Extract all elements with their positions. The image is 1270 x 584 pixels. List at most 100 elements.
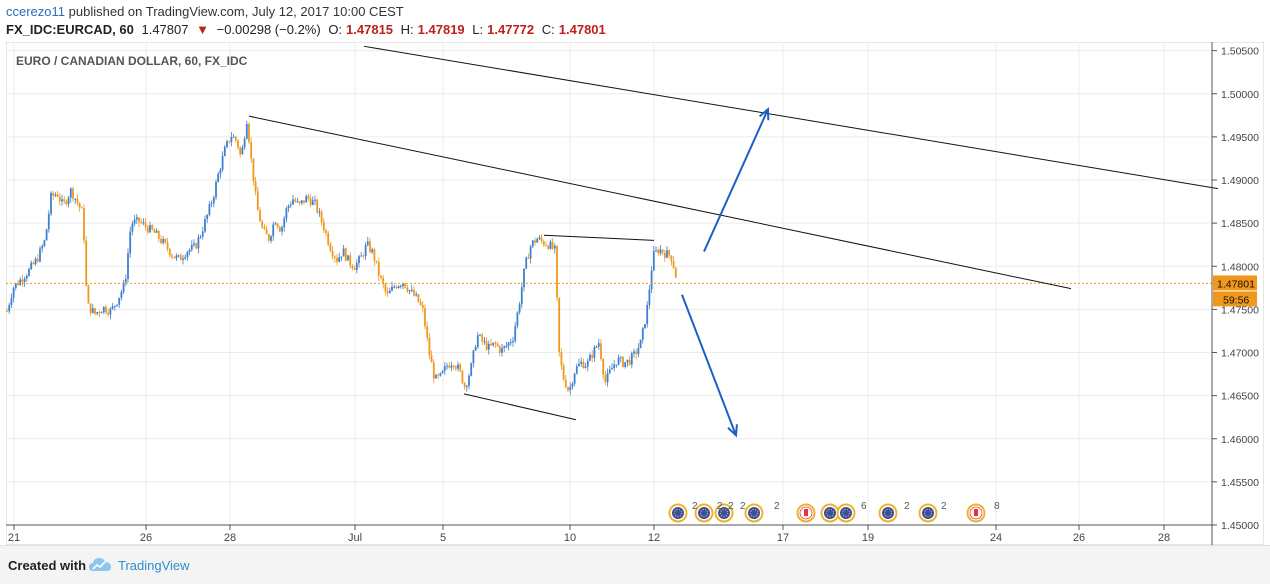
candle-down xyxy=(276,222,279,229)
candle-up xyxy=(410,284,413,293)
candle-up xyxy=(626,359,629,367)
y-tick-label: 1.45000 xyxy=(1221,520,1259,532)
y-tick-label: 1.48500 xyxy=(1221,218,1259,230)
candle-up xyxy=(283,215,286,232)
candle-body xyxy=(417,294,420,303)
ca-event-icon[interactable] xyxy=(796,503,816,523)
candle-body xyxy=(373,249,376,261)
candle-body xyxy=(551,241,554,249)
candle-body xyxy=(283,218,286,228)
candle-down xyxy=(380,274,382,280)
eu-event-icon[interactable] xyxy=(694,503,714,523)
eu-event-icon[interactable] xyxy=(668,503,688,523)
eu-event-icon[interactable] xyxy=(744,503,764,523)
eu-event-icon[interactable] xyxy=(836,503,856,523)
candle-body xyxy=(259,210,261,222)
x-tick-label: 12 xyxy=(648,532,660,544)
candle-body xyxy=(575,366,578,374)
eu-event-icon[interactable] xyxy=(820,503,840,523)
candle-up xyxy=(468,373,470,390)
candle-body xyxy=(270,236,272,241)
candle-body xyxy=(415,294,418,296)
trendline[interactable] xyxy=(543,234,655,241)
author-link[interactable]: ccerezo11 xyxy=(6,4,66,19)
candle-body xyxy=(193,243,195,245)
candle-up xyxy=(388,287,391,294)
candle-body xyxy=(670,255,673,262)
candle-down xyxy=(76,194,79,206)
candle-body xyxy=(294,199,297,202)
candle-up xyxy=(606,368,609,387)
candle-up xyxy=(281,225,283,236)
candle-down xyxy=(105,304,107,315)
candle-up xyxy=(212,195,215,208)
candle-body xyxy=(314,199,316,201)
eu-event-icon[interactable] xyxy=(918,503,938,523)
price-axis[interactable]: 1.50500 1.50000 1.49500 1.49000 1.48500 1.480… xyxy=(1212,46,1259,532)
candle-down xyxy=(146,225,149,235)
candle-body xyxy=(344,248,347,261)
candle-body xyxy=(377,261,380,276)
eu-stars xyxy=(884,509,892,517)
candle-up xyxy=(30,260,33,271)
candle-up xyxy=(41,243,44,253)
candle-body xyxy=(278,227,281,232)
candle-down xyxy=(265,225,268,235)
candle-body xyxy=(17,283,19,285)
candle-body xyxy=(52,192,55,196)
candle-body xyxy=(239,147,242,155)
candle-up xyxy=(518,301,521,315)
candle-body xyxy=(133,219,136,224)
candle-body xyxy=(50,192,52,214)
eu-event-icon[interactable] xyxy=(878,503,898,523)
candle-body xyxy=(340,256,343,258)
candle-up xyxy=(595,345,598,349)
tradingview-brand-link[interactable]: TradingView xyxy=(118,558,190,573)
chart-border xyxy=(6,42,1264,545)
arrow-down-drawing[interactable] xyxy=(681,294,738,438)
candle-body xyxy=(494,342,497,344)
candle-body xyxy=(327,233,330,245)
candle-up xyxy=(492,342,495,347)
candle-up xyxy=(505,341,508,349)
ca-event-icon[interactable] xyxy=(966,503,986,523)
trendline[interactable] xyxy=(363,45,1219,190)
candle-up xyxy=(186,250,189,261)
candle-down xyxy=(564,375,567,389)
trendline[interactable] xyxy=(463,393,577,421)
candle-up xyxy=(355,259,358,274)
candle-body xyxy=(65,201,68,204)
candle-down xyxy=(369,237,371,254)
candle-body xyxy=(157,230,160,239)
candle-down xyxy=(6,308,8,313)
candle-body xyxy=(36,258,39,262)
candle-body xyxy=(428,337,431,356)
arrow-up-drawing[interactable] xyxy=(703,107,770,252)
candle-down xyxy=(329,241,332,253)
candle-down xyxy=(166,237,169,252)
candle-down xyxy=(373,247,376,266)
candle-body xyxy=(96,312,99,314)
candle-up xyxy=(597,338,600,350)
trendline[interactable] xyxy=(248,115,1072,290)
change-arrow-icon: ▼ xyxy=(196,22,209,37)
candle-up xyxy=(311,196,314,206)
candle-body xyxy=(635,351,638,355)
candle-body xyxy=(503,346,506,348)
candle-up xyxy=(28,267,30,277)
candle-down xyxy=(171,253,173,260)
candle-down xyxy=(421,301,424,313)
candle-body xyxy=(435,374,437,379)
candle-up xyxy=(617,354,620,366)
candle-up xyxy=(133,214,136,227)
candle-up xyxy=(575,363,578,375)
event-count-badge: 6 xyxy=(861,501,867,512)
x-tick-label: 19 xyxy=(862,532,874,544)
eu-event-icon[interactable] xyxy=(714,503,734,523)
time-axis[interactable]: 21 26 28 Jul 5 10 12 17 19 24 26 28 xyxy=(8,525,1170,544)
candle-up xyxy=(470,362,473,377)
candle-body xyxy=(45,229,48,241)
